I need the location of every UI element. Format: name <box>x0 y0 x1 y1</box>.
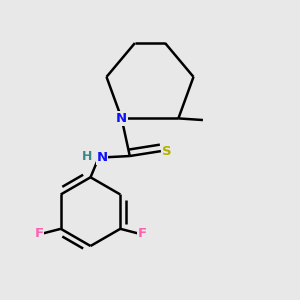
Text: N: N <box>96 151 107 164</box>
Text: S: S <box>162 145 172 158</box>
Text: H: H <box>82 149 92 163</box>
Text: F: F <box>137 227 146 240</box>
Text: F: F <box>34 227 44 240</box>
Text: N: N <box>116 112 127 125</box>
